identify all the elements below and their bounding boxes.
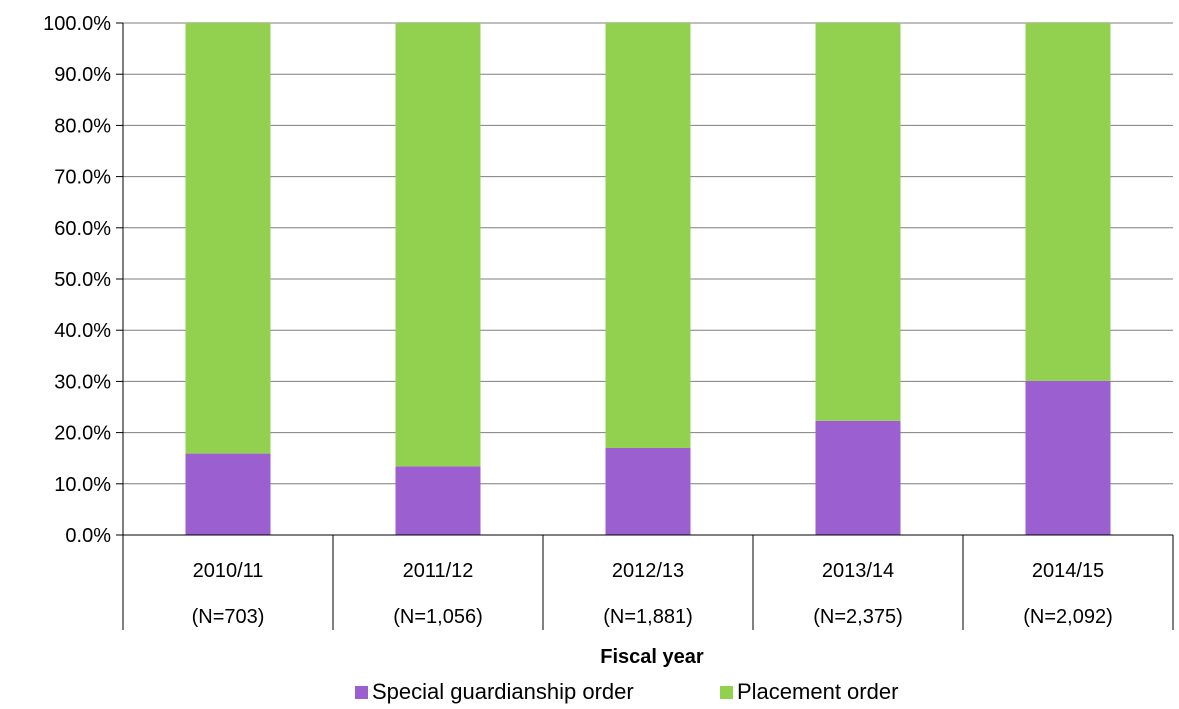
y-tick-label: 50.0% xyxy=(54,269,111,291)
legend-swatch xyxy=(355,686,368,699)
x-category-label: 2013/14 xyxy=(822,560,894,582)
y-tick-label: 20.0% xyxy=(54,423,111,445)
bar-segment xyxy=(815,23,901,421)
x-category-sublabel: (N=2,375) xyxy=(813,606,903,628)
x-axis-category-labels: 2010/11 (N=703) 2011/12 (N=1,056) 2012/13 (N=… xyxy=(192,560,1113,628)
bars xyxy=(185,23,1111,535)
x-category-label: 2014/15 xyxy=(1032,560,1104,582)
x-category-label: 2011/12 xyxy=(403,560,474,582)
y-tick-label: 10.0% xyxy=(54,474,111,496)
bar-segment xyxy=(605,23,691,448)
x-category-label: 2012/13 xyxy=(612,560,684,582)
bar-segment xyxy=(605,447,691,535)
x-category-sublabel: (N=1,056) xyxy=(393,606,483,628)
y-tick-label: 70.0% xyxy=(54,167,111,189)
y-tick-label: 60.0% xyxy=(54,218,111,240)
legend-label: Placement order xyxy=(737,679,898,704)
x-category-label: 2010/11 xyxy=(193,560,264,582)
x-category-sublabel: (N=1,881) xyxy=(603,606,693,628)
axes xyxy=(116,22,1174,630)
y-tick-label: 100.0% xyxy=(43,13,111,35)
y-tick-label: 80.0% xyxy=(54,115,111,137)
y-tick-label: 0.0% xyxy=(65,525,111,547)
y-tick-label: 30.0% xyxy=(54,371,111,393)
legend-label: Special guardianship order xyxy=(372,679,634,704)
legend-swatch xyxy=(720,686,733,699)
y-tick-label: 90.0% xyxy=(54,64,111,86)
bar-segment xyxy=(185,453,271,535)
bar-segment xyxy=(1025,23,1111,381)
y-tick-label: 40.0% xyxy=(54,320,111,342)
x-category-sublabel: (N=703) xyxy=(192,606,265,628)
bar-segment xyxy=(395,23,481,467)
x-axis-title: Fiscal year xyxy=(600,646,704,668)
x-category-sublabel: (N=2,092) xyxy=(1023,606,1113,628)
bar-segment xyxy=(1025,380,1111,535)
legend: Special guardianship order Placement orde… xyxy=(355,679,898,704)
bar-segment xyxy=(395,466,481,535)
bar-segment xyxy=(185,23,271,454)
bar-segment xyxy=(815,420,901,535)
y-axis-tick-labels: 0.0% 10.0% 20.0% 30.0% 40.0% 50.0% 60.0% 70.0% 8… xyxy=(43,13,111,547)
